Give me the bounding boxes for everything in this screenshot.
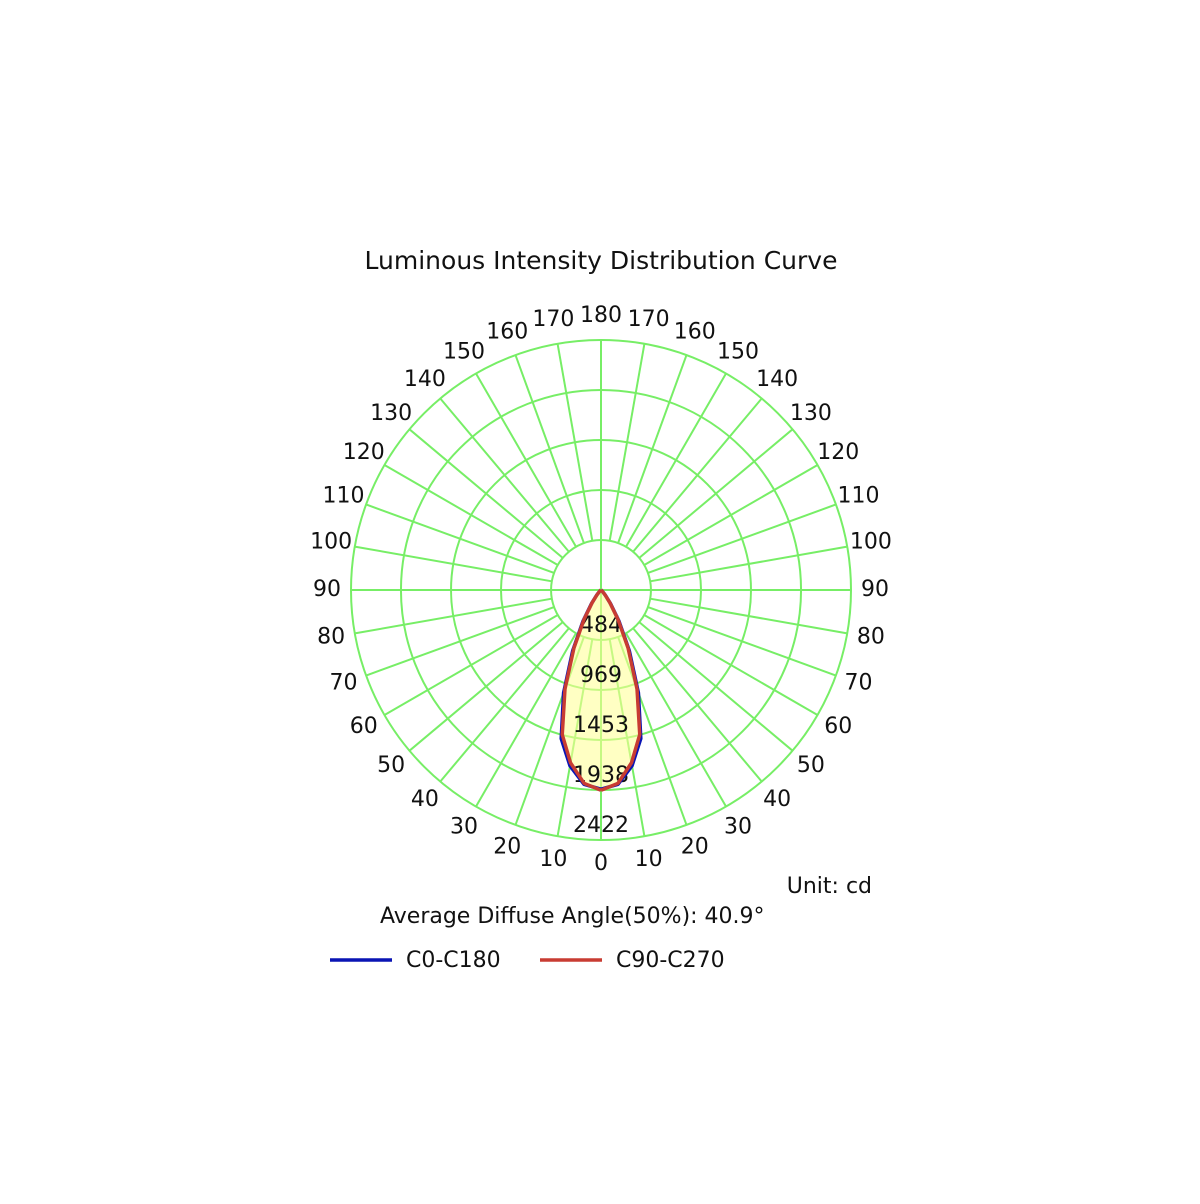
angle-label: 30 [724, 814, 752, 839]
grid-spoke [475, 372, 577, 548]
angle-label: 110 [323, 483, 365, 508]
chart-title: Luminous Intensity Distribution Curve [365, 246, 838, 275]
unit-label: Unit: cd [787, 874, 872, 899]
grid-spoke [625, 372, 727, 548]
grid-spoke [643, 614, 819, 716]
angle-label: 10 [539, 847, 567, 872]
grid-spoke [632, 397, 763, 553]
grid-spoke [608, 639, 646, 837]
angle-label: 30 [450, 814, 478, 839]
angle-label: 110 [837, 483, 879, 508]
angle-label: 50 [797, 753, 825, 778]
grid-spoke [408, 621, 564, 752]
grid-spoke [514, 354, 585, 544]
angle-label: 130 [370, 401, 412, 426]
grid-spoke [556, 343, 594, 541]
grid-spoke [354, 545, 552, 583]
angle-label: 170 [532, 307, 574, 332]
r-tick-label: 1453 [573, 713, 629, 738]
grid-spoke [354, 597, 552, 635]
angle-label: 70 [330, 671, 358, 696]
grid-spoke [632, 627, 763, 783]
angle-label: 100 [850, 529, 892, 554]
angle-label: 0 [594, 851, 608, 876]
angle-label: 50 [377, 753, 405, 778]
angle-label: 70 [844, 671, 872, 696]
angle-label: 150 [717, 340, 759, 365]
grid-spoke [638, 621, 794, 752]
grid-spoke [365, 503, 555, 574]
angle-label: 100 [310, 529, 352, 554]
angle-label: 130 [790, 401, 832, 426]
angle-label: 20 [681, 834, 709, 859]
angle-label: 10 [635, 847, 663, 872]
angle-label: 160 [674, 320, 716, 345]
grid-spoke [408, 428, 564, 559]
angle-label: 20 [493, 834, 521, 859]
angle-label: 40 [763, 787, 791, 812]
note: Average Diffuse Angle(50%): 40.9° [380, 904, 765, 929]
grid-spoke [617, 354, 688, 544]
angle-label: 170 [628, 307, 670, 332]
intensity-fill [562, 590, 601, 791]
angle-label: 140 [404, 367, 446, 392]
grid-spoke [475, 632, 577, 808]
intensity-curve [560, 588, 603, 792]
grid-spoke [625, 632, 727, 808]
angle-label: 80 [857, 625, 885, 650]
grid-spoke [439, 627, 570, 783]
angle-label: 120 [817, 440, 859, 465]
legend-label: C90-C270 [616, 948, 725, 973]
grid-spoke [643, 464, 819, 566]
grid-spoke [650, 597, 848, 635]
angle-label: 60 [824, 714, 852, 739]
grid-spoke [365, 606, 555, 677]
angle-label: 120 [343, 440, 385, 465]
angle-label: 140 [756, 367, 798, 392]
angle-label: 90 [313, 577, 341, 602]
angle-label: 60 [350, 714, 378, 739]
grid-spoke [638, 428, 794, 559]
grid-spoke [383, 464, 559, 566]
r-tick-label: 969 [580, 663, 622, 688]
legend-label: C0-C180 [406, 948, 501, 973]
r-tick-label: 2422 [573, 813, 629, 838]
grid-spoke [617, 636, 688, 826]
grid-spoke [650, 545, 848, 583]
intensity-fill [601, 590, 640, 791]
grid-spoke [514, 636, 585, 826]
angle-label: 180 [580, 303, 622, 328]
r-tick-label: 1938 [573, 763, 629, 788]
grid-spoke [647, 606, 837, 677]
grid-spoke [647, 503, 837, 574]
angle-label: 40 [411, 787, 439, 812]
intensity-fill [601, 590, 641, 790]
intensity-curve [599, 588, 642, 792]
intensity-fill [561, 590, 601, 790]
grid-spoke [608, 343, 646, 541]
angle-label: 150 [443, 340, 485, 365]
angle-label: 160 [486, 320, 528, 345]
angle-label: 80 [317, 625, 345, 650]
grid-spoke [556, 639, 594, 837]
grid-spoke [383, 614, 559, 716]
angle-label: 90 [861, 577, 889, 602]
grid-spoke [439, 397, 570, 553]
